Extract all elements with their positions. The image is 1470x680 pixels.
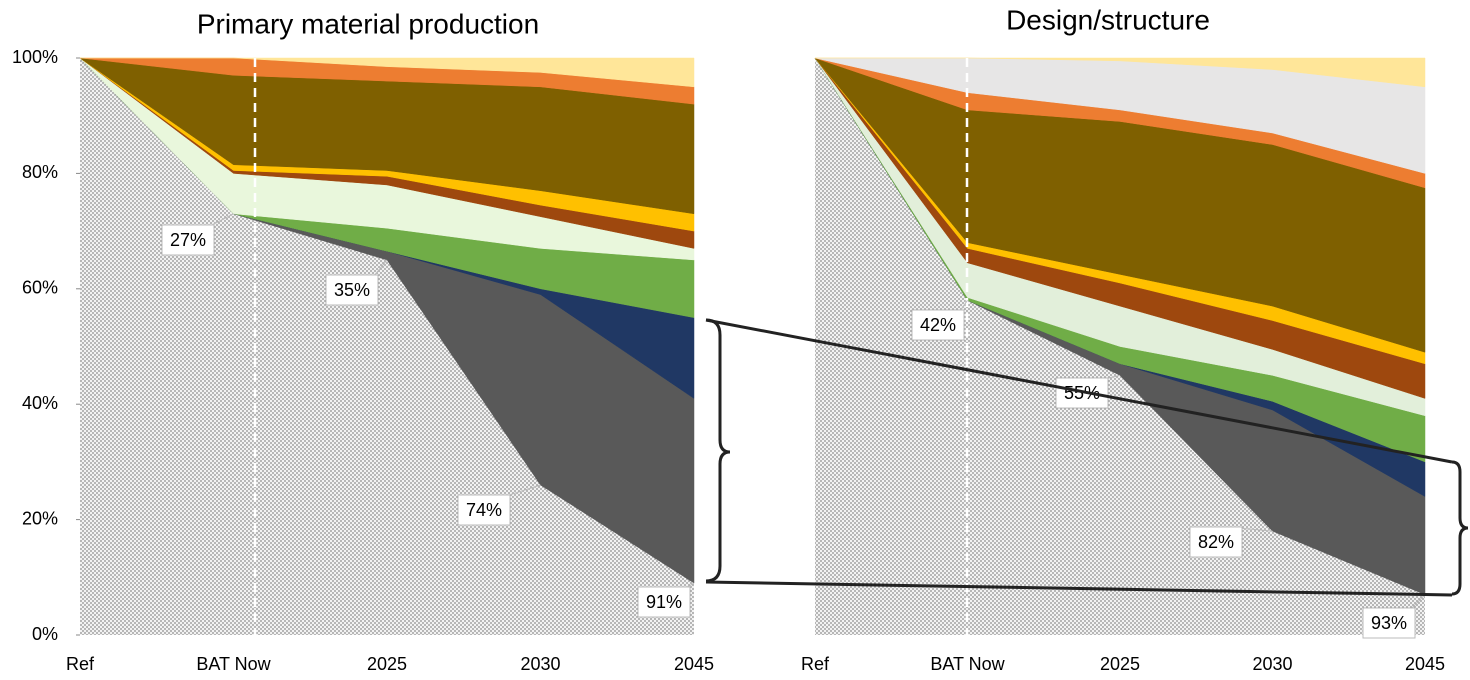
x-tick-label: 2030 xyxy=(1252,654,1292,674)
annotation-box xyxy=(457,494,511,526)
annotation: 82% xyxy=(1198,532,1234,552)
y-tick-label: 40% xyxy=(22,393,58,413)
chart-title: Primary material production xyxy=(197,8,539,39)
y-tick-label: 0% xyxy=(32,624,58,644)
annotation-leader xyxy=(1237,527,1273,532)
overlay xyxy=(705,318,1469,597)
annotation: 93% xyxy=(1371,613,1407,633)
annotation-box xyxy=(325,274,379,306)
annotation: 42% xyxy=(920,315,956,335)
x-tick-label: 2025 xyxy=(1100,654,1140,674)
connector-line xyxy=(705,580,1453,597)
y-tick-label: 80% xyxy=(22,162,58,182)
y-tick-label: 20% xyxy=(22,508,58,528)
annotation-leader xyxy=(373,259,388,277)
area-segment xyxy=(815,57,1426,88)
connector-line xyxy=(705,318,1453,464)
right-brace xyxy=(1451,460,1469,596)
x-tick-label: 2045 xyxy=(1405,654,1445,674)
area-segment xyxy=(80,57,695,88)
area-segment xyxy=(815,58,1425,635)
chart-title: Design/structure xyxy=(1006,4,1210,35)
annotation-box xyxy=(1189,526,1243,558)
x-tick-label: 2045 xyxy=(674,654,714,674)
annotation-leader xyxy=(959,300,968,312)
annotation-box xyxy=(1362,607,1416,639)
x-tick-label: Ref xyxy=(801,654,830,674)
annotation: 74% xyxy=(466,500,502,520)
annotation-box xyxy=(911,309,965,341)
x-tick-label: 2030 xyxy=(520,654,560,674)
x-tick-label: BAT Now xyxy=(930,654,1005,674)
annotation: 91% xyxy=(646,592,682,612)
annotation: 35% xyxy=(334,280,370,300)
x-tick-label: Ref xyxy=(66,654,95,674)
annotation-leader xyxy=(505,484,541,497)
y-tick-label: 60% xyxy=(22,278,58,298)
charts: Primary material production Ref BAT Now 202… xyxy=(12,4,1445,673)
annotation-box xyxy=(161,224,215,256)
area-segment xyxy=(80,58,694,635)
annotation-box xyxy=(637,586,691,618)
annotation-leader xyxy=(1410,594,1426,610)
x-tick-label: BAT Now xyxy=(196,654,271,674)
annotation: 27% xyxy=(170,230,206,250)
y-tick-label: 100% xyxy=(12,47,58,67)
x-tick-label: 2025 xyxy=(367,654,407,674)
annotation-leader xyxy=(209,213,234,227)
left-brace xyxy=(705,318,731,583)
